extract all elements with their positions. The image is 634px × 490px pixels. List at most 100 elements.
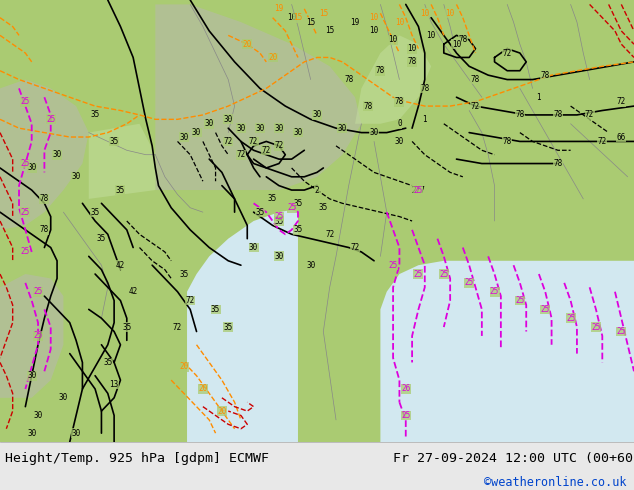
Text: 15: 15 (306, 18, 315, 26)
Text: Fr 27-09-2024 12:00 UTC (00+60): Fr 27-09-2024 12:00 UTC (00+60) (393, 452, 634, 466)
Text: 10: 10 (395, 18, 404, 26)
Text: 78: 78 (515, 110, 524, 120)
Text: 30: 30 (27, 164, 36, 172)
Text: Height/Temp. 925 hPa [gdpm] ECMWF: Height/Temp. 925 hPa [gdpm] ECMWF (5, 452, 269, 466)
Text: 30: 30 (53, 150, 61, 159)
Text: 1: 1 (422, 115, 427, 124)
Text: 0: 0 (397, 119, 402, 128)
Text: 30: 30 (34, 411, 42, 420)
Text: 35: 35 (116, 186, 125, 195)
Text: 20: 20 (268, 53, 277, 62)
Text: 78: 78 (40, 195, 49, 203)
Text: 10: 10 (370, 26, 378, 35)
Text: 10: 10 (452, 40, 461, 49)
Text: 30: 30 (275, 252, 283, 261)
Text: 78: 78 (420, 84, 429, 93)
Text: 42: 42 (129, 287, 138, 296)
Text: 30: 30 (224, 115, 233, 124)
Text: 19: 19 (351, 18, 359, 26)
Text: 30: 30 (192, 128, 201, 137)
Text: 25: 25 (21, 247, 30, 256)
Text: 25: 25 (287, 203, 296, 212)
Text: 10: 10 (287, 13, 296, 22)
Text: 10: 10 (446, 9, 455, 18)
Text: 72: 72 (249, 137, 258, 146)
Text: 72: 72 (173, 322, 182, 332)
Text: 1: 1 (536, 93, 541, 102)
Text: 35: 35 (211, 305, 220, 314)
Text: 78: 78 (376, 66, 385, 75)
Text: 25: 25 (592, 322, 600, 332)
Text: 25: 25 (21, 159, 30, 168)
Text: 25: 25 (439, 270, 448, 278)
Text: 30: 30 (205, 119, 214, 128)
Text: 277: 277 (411, 186, 425, 195)
Text: 20: 20 (243, 40, 252, 49)
Text: 78: 78 (395, 97, 404, 106)
Text: 13: 13 (110, 380, 119, 389)
Text: 20: 20 (217, 407, 226, 416)
Text: 72: 72 (236, 150, 245, 159)
Text: 10: 10 (370, 13, 378, 22)
Text: 30: 30 (72, 172, 81, 181)
Text: 66: 66 (617, 132, 626, 142)
Text: 78: 78 (458, 35, 467, 44)
Text: 25: 25 (414, 270, 423, 278)
Text: 72: 72 (617, 97, 626, 106)
Text: 78: 78 (40, 225, 49, 234)
Text: 30: 30 (306, 261, 315, 270)
Text: 25: 25 (46, 115, 55, 124)
Text: 10: 10 (389, 35, 398, 44)
Text: 30: 30 (338, 123, 347, 133)
Text: 25: 25 (34, 331, 42, 341)
Text: 35: 35 (294, 199, 302, 208)
Text: 35: 35 (275, 217, 283, 225)
Text: 30: 30 (179, 132, 188, 142)
Text: 35: 35 (256, 208, 264, 217)
Text: 15: 15 (319, 9, 328, 18)
Text: 35: 35 (103, 358, 112, 367)
Text: 20: 20 (198, 385, 207, 393)
Text: 72: 72 (503, 49, 512, 57)
Text: 72: 72 (186, 296, 195, 305)
Text: 78: 78 (344, 75, 353, 84)
Text: 30: 30 (370, 128, 378, 137)
Text: 25: 25 (515, 296, 524, 305)
Text: 19: 19 (275, 4, 283, 13)
Text: 30: 30 (313, 110, 321, 120)
Text: 25: 25 (21, 208, 30, 217)
Text: 25: 25 (414, 186, 423, 195)
Text: 72: 72 (325, 230, 334, 239)
Text: 30: 30 (256, 123, 264, 133)
Text: 30: 30 (294, 128, 302, 137)
Text: 78: 78 (553, 110, 562, 120)
Text: 30: 30 (72, 429, 81, 438)
Text: 26: 26 (401, 385, 410, 393)
Text: 78: 78 (471, 75, 480, 84)
Text: 25: 25 (617, 327, 626, 336)
Text: 15: 15 (325, 26, 334, 35)
Text: 2: 2 (314, 186, 320, 195)
Text: 25: 25 (566, 314, 575, 323)
Text: 25: 25 (490, 287, 499, 296)
Text: 72: 72 (471, 101, 480, 111)
Text: 30: 30 (236, 123, 245, 133)
Text: ©weatheronline.co.uk: ©weatheronline.co.uk (484, 476, 626, 490)
Text: 25: 25 (275, 212, 283, 221)
Text: 72: 72 (262, 146, 271, 155)
Text: 35: 35 (224, 322, 233, 332)
Text: 25: 25 (465, 278, 474, 287)
Text: 78: 78 (503, 137, 512, 146)
Text: 25: 25 (541, 305, 550, 314)
Polygon shape (187, 210, 298, 442)
Text: 72: 72 (598, 137, 607, 146)
Text: 72: 72 (275, 141, 283, 150)
Text: 35: 35 (91, 110, 100, 120)
Text: 35: 35 (91, 208, 100, 217)
Text: 30: 30 (275, 123, 283, 133)
Text: 78: 78 (553, 159, 562, 168)
Text: 35: 35 (97, 234, 106, 243)
Text: 42: 42 (116, 261, 125, 270)
Text: 30: 30 (27, 371, 36, 380)
Text: 78: 78 (541, 71, 550, 80)
